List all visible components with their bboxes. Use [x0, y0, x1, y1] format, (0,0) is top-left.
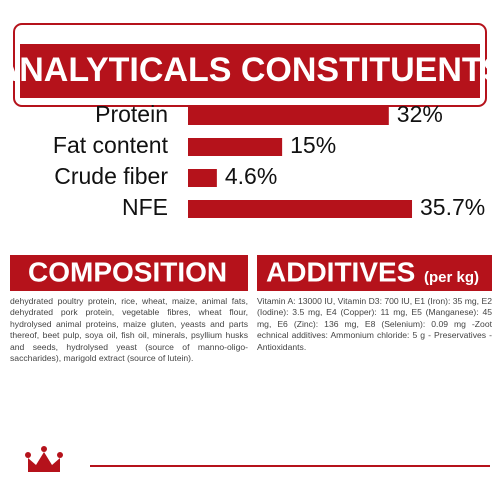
bar	[188, 138, 283, 156]
composition-header	[10, 255, 248, 291]
bar	[188, 107, 389, 125]
frame	[13, 23, 487, 107]
value-label: 32%	[397, 101, 443, 127]
chart-title: ANALYTICALS CONSTITUENTS	[0, 51, 500, 89]
composition-title: COMPOSITION	[28, 256, 227, 287]
value-label: 4.6%	[225, 163, 277, 189]
category-label: Protein	[95, 101, 168, 127]
category-label: Fat content	[53, 132, 169, 158]
additives-text: Vitamin A: 13000 IU, Vitamin D3: 700 IU,…	[257, 296, 492, 352]
additives-title: ADDITIVES	[266, 256, 415, 287]
composition-text: dehydrated poultry protein, rice, wheat,…	[10, 296, 248, 364]
value-label: 15%	[290, 132, 336, 158]
bar	[188, 169, 217, 187]
bar	[188, 200, 413, 218]
additives-subtitle: (per kg)	[424, 269, 479, 286]
value-label: 35.7%	[420, 194, 485, 220]
crown-logo	[25, 446, 63, 472]
category-label: Crude fiber	[54, 163, 168, 189]
additives-header	[257, 255, 492, 291]
title-banner	[20, 44, 480, 98]
category-label: NFE	[122, 194, 168, 220]
